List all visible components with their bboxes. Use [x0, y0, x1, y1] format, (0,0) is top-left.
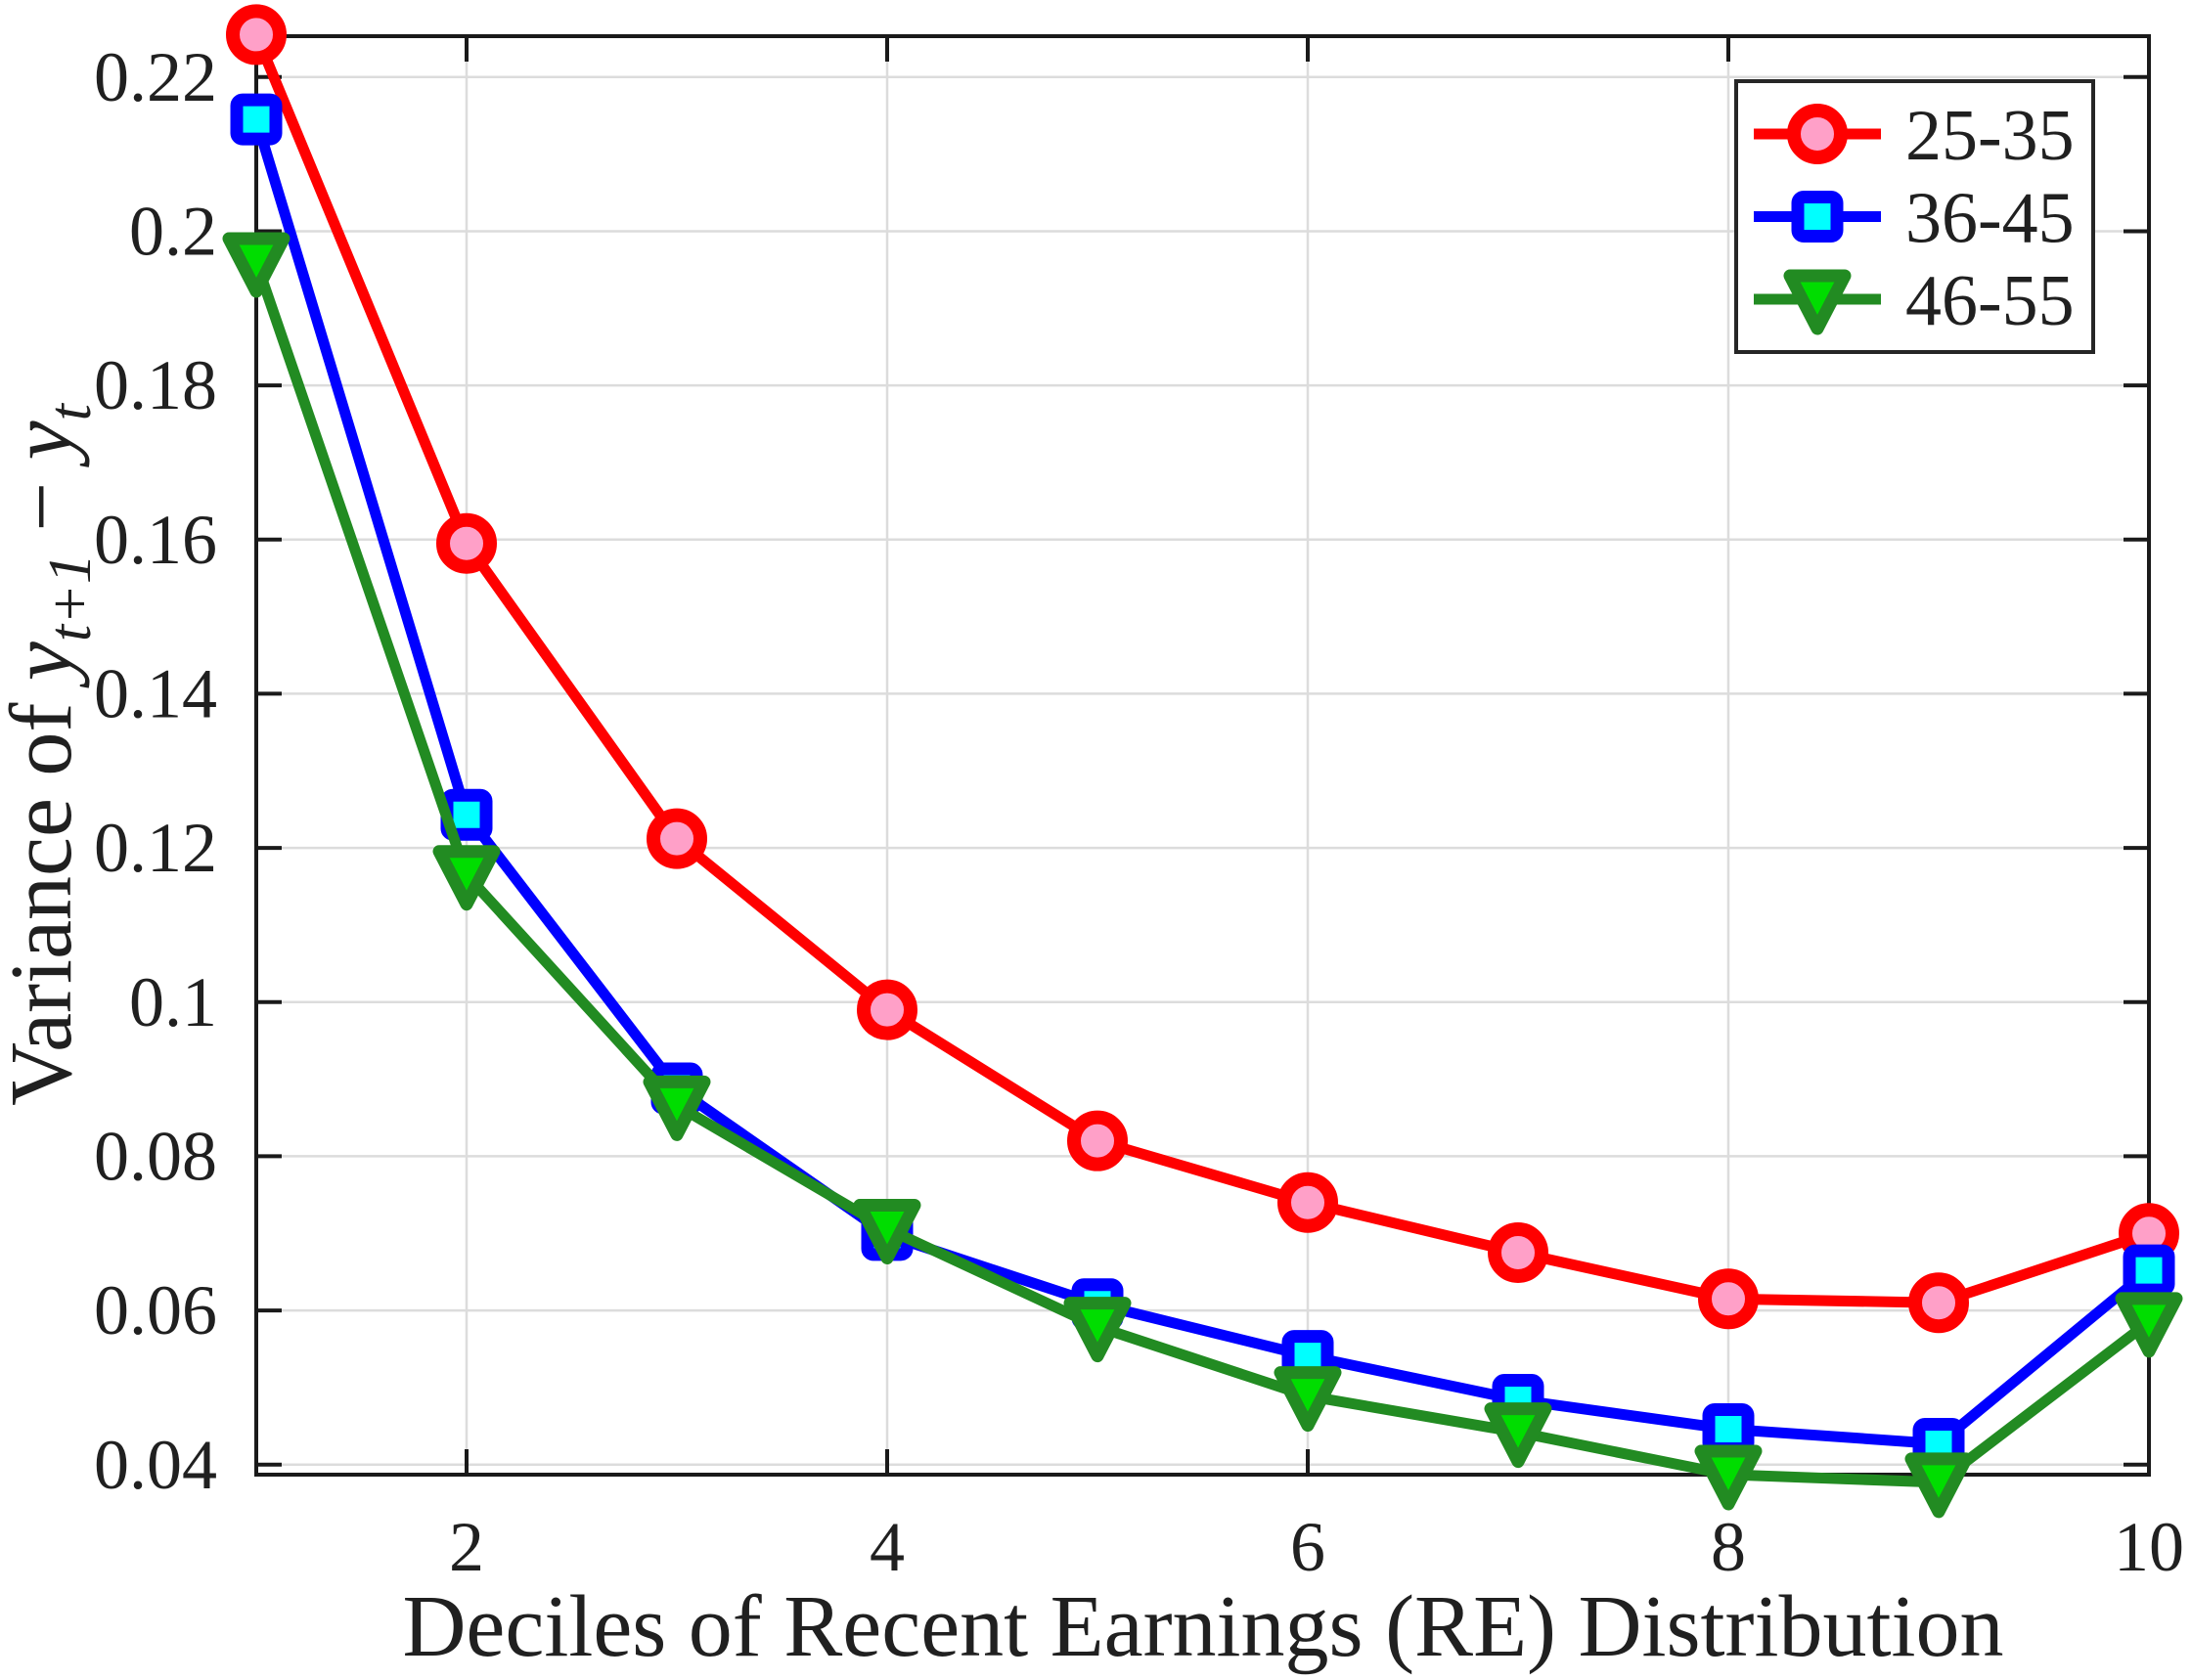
- marker-circle: [1787, 104, 1848, 164]
- marker-circle: [226, 4, 287, 66]
- x-tick-label-4: 4: [870, 1508, 905, 1586]
- y-axis-label: Variance of yt+1 − yt: [0, 402, 104, 1106]
- y-tick-label-0.06: 0.06: [94, 1271, 217, 1349]
- legend-label-36-45: 36-45: [1905, 179, 2075, 259]
- legend-entry-46-55: 46-55: [1754, 261, 2075, 341]
- marker-triangle-down: [432, 845, 501, 911]
- y-tick-label-0.22: 0.22: [94, 38, 217, 116]
- marker-circle: [1488, 1221, 1548, 1283]
- y-tick-label-0.08: 0.08: [94, 1117, 217, 1195]
- marker-square: [1791, 191, 1844, 243]
- marker-circle: [857, 979, 917, 1040]
- y-tick-label-0.04: 0.04: [94, 1426, 217, 1504]
- legend-label-46-55: 46-55: [1905, 261, 2075, 341]
- legend-entry-36-45: 36-45: [1754, 179, 2075, 259]
- legend-label-25-35: 25-35: [1905, 96, 2075, 176]
- y-tick-label-0.2: 0.2: [129, 192, 217, 270]
- marker-triangle-down: [853, 1199, 921, 1265]
- marker-circle: [1277, 1172, 1338, 1233]
- marker-triangle-down: [1783, 269, 1852, 335]
- x-tick-label-2: 2: [449, 1508, 484, 1586]
- marker-circle: [436, 512, 497, 574]
- series-line-36-45: [250, 113, 2155, 1449]
- marker-triangle-down: [222, 232, 291, 298]
- marker-triangle-down: [1274, 1366, 1342, 1433]
- marker-triangle-down: [1694, 1444, 1763, 1511]
- series-line-25-35: [250, 28, 2155, 1308]
- marker-circle: [1698, 1268, 1759, 1330]
- y-tick-labels: 0.04 0.06 0.08 0.1 0.12 0.14 0.16 0.18 0.2 0.22: [94, 38, 217, 1504]
- series-46-55: [222, 232, 2183, 1519]
- marker-triangle-down: [1484, 1402, 1552, 1469]
- marker-triangle-down: [1904, 1452, 1973, 1519]
- marker-square: [1702, 1402, 1755, 1455]
- x-tick-labels: 2 4 6 8 10: [449, 1508, 2184, 1586]
- x-axis-label: Deciles of Recent Earnings (RE) Distribu…: [402, 1578, 2003, 1675]
- series-25-35: [226, 4, 2179, 1334]
- series-line-46-55: [250, 256, 2155, 1488]
- marker-square: [230, 93, 283, 146]
- legend-entry-25-35: 25-35: [1754, 96, 2075, 176]
- plot-border: [254, 34, 2151, 1477]
- x-tick-label-6: 6: [1290, 1508, 1325, 1586]
- y-axis-label-group: Variance of yt+1 − yt: [0, 402, 104, 1106]
- marker-triangle-down: [1063, 1297, 1132, 1363]
- marker-triangle-down: [2115, 1292, 2183, 1358]
- marker-circle: [1908, 1272, 1969, 1334]
- marker-circle: [647, 808, 707, 869]
- x-tick-label-8: 8: [1711, 1508, 1746, 1586]
- marker-triangle-down: [643, 1075, 711, 1141]
- y-tick-label-0.16: 0.16: [94, 501, 217, 579]
- series-group: [222, 4, 2183, 1519]
- marker-square: [2123, 1244, 2175, 1297]
- x-tick-label-10: 10: [2114, 1508, 2184, 1586]
- plot-border-group: [254, 34, 2151, 1477]
- y-tick-label-0.18: 0.18: [94, 346, 217, 424]
- marker-circle: [1067, 1110, 1128, 1172]
- y-tick-label-0.1: 0.1: [129, 963, 217, 1041]
- y-tick-label-0.12: 0.12: [94, 809, 217, 887]
- y-tick-label-0.14: 0.14: [94, 654, 217, 732]
